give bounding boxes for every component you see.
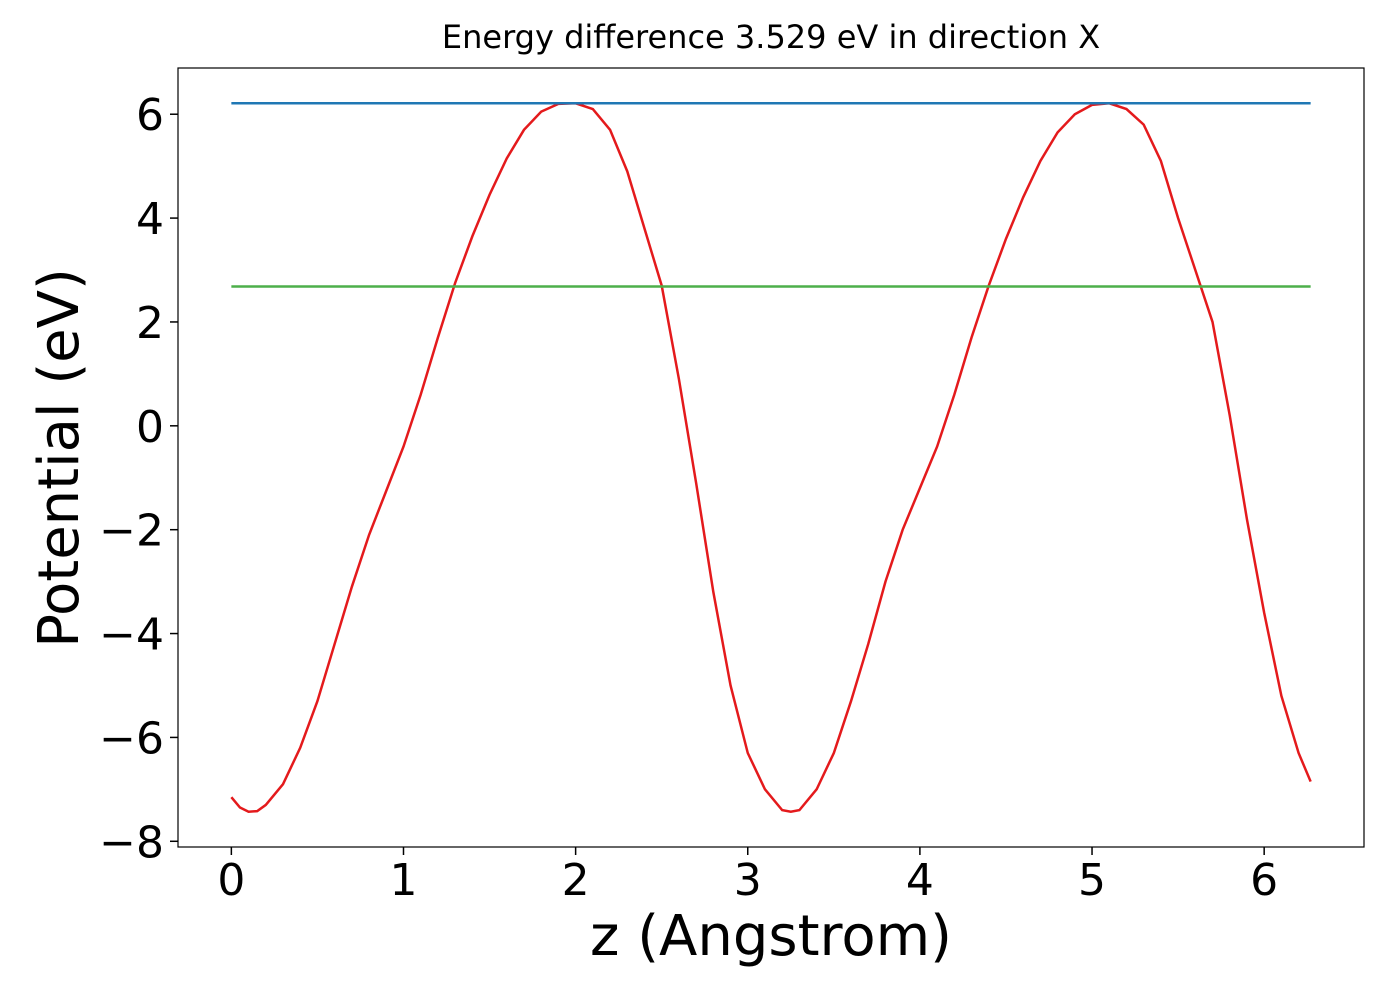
y-tick-label: 4	[136, 194, 164, 245]
x-tick-label: 1	[389, 855, 417, 906]
y-axis-label: Potential (eV)	[27, 268, 92, 648]
y-tick-label: −8	[99, 817, 164, 868]
x-tick-label: 6	[1250, 855, 1278, 906]
y-tick-label: 6	[136, 90, 164, 141]
x-tick-label: 3	[734, 855, 762, 906]
x-tick-label: 2	[562, 855, 590, 906]
plot-frame	[177, 67, 1365, 848]
y-tick-label: 2	[136, 298, 164, 349]
y-tick-label: −4	[99, 610, 164, 661]
chart-title: Energy difference 3.529 eV in direction …	[442, 18, 1100, 56]
x-tick-label: 0	[217, 855, 245, 906]
x-tick-label: 4	[906, 855, 934, 906]
y-tick-label: −2	[99, 506, 164, 557]
line	[230, 102, 1312, 813]
y-tick-label: 0	[136, 402, 164, 453]
y-tick-label: −6	[99, 713, 164, 764]
x-tick-label: 5	[1078, 855, 1106, 906]
x-axis-label: z (Angstrom)	[590, 904, 952, 969]
